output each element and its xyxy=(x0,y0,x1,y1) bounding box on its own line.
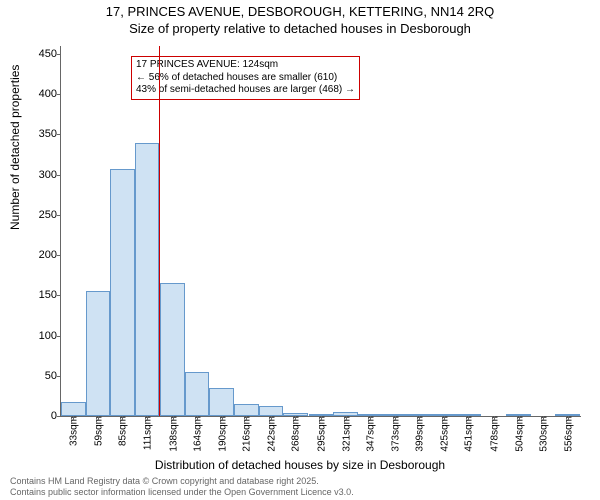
x-tick-label: 399sqm xyxy=(413,416,426,452)
x-tick-label: 530sqm xyxy=(537,416,550,452)
y-tick-mark xyxy=(57,215,61,216)
x-tick-mark xyxy=(444,416,445,420)
x-tick-label: 425sqm xyxy=(437,416,450,452)
histogram-bar xyxy=(185,372,210,416)
y-tick-mark xyxy=(57,94,61,95)
annotation-line-3: 43% of semi-detached houses are larger (… xyxy=(136,84,355,97)
histogram-bar xyxy=(506,414,531,416)
y-tick-mark xyxy=(57,54,61,55)
x-tick-mark xyxy=(246,416,247,420)
x-tick-mark xyxy=(370,416,371,420)
x-tick-label: 138sqm xyxy=(166,416,179,452)
histogram-bar xyxy=(135,143,160,416)
x-tick-label: 451sqm xyxy=(462,416,475,452)
x-tick-label: 164sqm xyxy=(191,416,204,452)
y-tick-mark xyxy=(57,134,61,135)
x-tick-mark xyxy=(222,416,223,420)
x-tick-mark xyxy=(468,416,469,420)
histogram-bar xyxy=(432,414,457,416)
x-tick-label: 216sqm xyxy=(240,416,253,452)
footer-text: Contains HM Land Registry data © Crown c… xyxy=(10,476,354,498)
y-tick-mark xyxy=(57,175,61,176)
histogram-bar xyxy=(283,413,308,416)
histogram-bar xyxy=(234,404,259,416)
histogram-bar xyxy=(358,414,383,416)
x-tick-mark xyxy=(197,416,198,420)
plot-area: 17 PRINCES AVENUE: 124sqm ← 56% of detac… xyxy=(60,46,581,417)
x-tick-mark xyxy=(395,416,396,420)
histogram-bar xyxy=(259,406,284,416)
histogram-bar xyxy=(110,169,135,416)
title-line-1: 17, PRINCES AVENUE, DESBOROUGH, KETTERIN… xyxy=(106,4,494,19)
x-tick-label: 373sqm xyxy=(388,416,401,452)
y-axis-label: Number of detached properties xyxy=(8,65,22,230)
histogram-bar xyxy=(209,388,234,416)
x-tick-mark xyxy=(147,416,148,420)
histogram-bar xyxy=(309,414,334,416)
x-tick-label: 268sqm xyxy=(289,416,302,452)
histogram-bar xyxy=(160,283,185,416)
x-tick-label: 478sqm xyxy=(488,416,501,452)
x-tick-label: 111sqm xyxy=(141,416,154,450)
footer-line-2: Contains public sector information licen… xyxy=(10,487,354,497)
x-tick-mark xyxy=(98,416,99,420)
x-tick-label: 347sqm xyxy=(364,416,377,452)
histogram-bar xyxy=(61,402,86,416)
title-line-2: Size of property relative to detached ho… xyxy=(129,21,471,36)
chart-title: 17, PRINCES AVENUE, DESBOROUGH, KETTERIN… xyxy=(0,0,600,40)
histogram-bar xyxy=(382,414,407,416)
x-tick-label: 321sqm xyxy=(339,416,352,452)
y-tick-mark xyxy=(57,255,61,256)
x-tick-label: 59sqm xyxy=(91,416,104,446)
x-tick-mark xyxy=(519,416,520,420)
x-tick-mark xyxy=(271,416,272,420)
x-tick-mark xyxy=(494,416,495,420)
x-tick-label: 504sqm xyxy=(512,416,525,452)
x-tick-mark xyxy=(173,416,174,420)
histogram-bar xyxy=(333,412,358,416)
x-tick-label: 242sqm xyxy=(264,416,277,452)
histogram-bar xyxy=(555,414,580,416)
annotation-line-1: 17 PRINCES AVENUE: 124sqm xyxy=(136,59,355,72)
x-tick-mark xyxy=(321,416,322,420)
chart-container: 17, PRINCES AVENUE, DESBOROUGH, KETTERIN… xyxy=(0,0,600,500)
annotation-box: 17 PRINCES AVENUE: 124sqm ← 56% of detac… xyxy=(131,56,360,100)
y-tick-mark xyxy=(57,336,61,337)
x-tick-label: 556sqm xyxy=(561,416,574,452)
x-tick-label: 190sqm xyxy=(215,416,228,452)
x-tick-mark xyxy=(73,416,74,420)
x-tick-mark xyxy=(295,416,296,420)
x-tick-mark xyxy=(543,416,544,420)
y-tick-mark xyxy=(57,376,61,377)
x-tick-mark xyxy=(419,416,420,420)
y-tick-mark xyxy=(57,416,61,417)
x-tick-label: 295sqm xyxy=(315,416,328,452)
x-tick-mark xyxy=(568,416,569,420)
x-tick-mark xyxy=(122,416,123,420)
reference-marker-line xyxy=(159,46,160,416)
annotation-line-2: ← 56% of detached houses are smaller (61… xyxy=(136,72,355,85)
histogram-bar xyxy=(86,291,111,416)
footer-line-1: Contains HM Land Registry data © Crown c… xyxy=(10,476,319,486)
x-tick-label: 33sqm xyxy=(67,416,80,446)
histogram-bar xyxy=(456,414,481,416)
histogram-bar xyxy=(407,414,432,416)
x-tick-label: 85sqm xyxy=(116,416,129,446)
y-tick-mark xyxy=(57,295,61,296)
x-tick-mark xyxy=(346,416,347,420)
x-axis-label: Distribution of detached houses by size … xyxy=(0,458,600,472)
